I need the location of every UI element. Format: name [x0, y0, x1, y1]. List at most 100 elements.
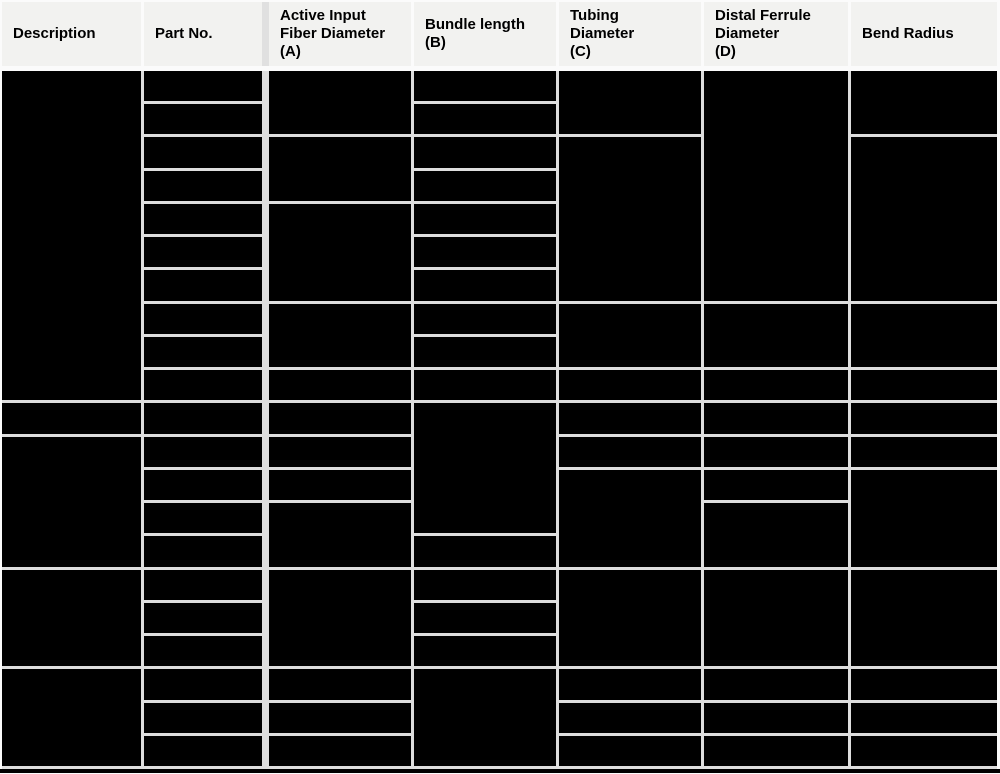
table-cell — [144, 104, 262, 135]
table-cell — [144, 469, 262, 501]
table-cell — [851, 303, 997, 368]
table-cell — [559, 303, 701, 368]
table-cell — [851, 71, 997, 135]
table-cell — [704, 370, 848, 401]
table-cell — [704, 735, 848, 766]
table-cell — [414, 104, 556, 135]
table-cell — [559, 669, 701, 700]
table-cell — [269, 203, 411, 301]
column-header-active-input-fiber-diameter: Active Input Fiber Diameter (A) — [269, 2, 411, 66]
table-cell — [414, 303, 556, 334]
table-cell — [851, 403, 997, 434]
table-cell — [144, 237, 262, 268]
table-cell — [704, 303, 848, 368]
column-header-distal-ferrule-diameter: Distal Ferrule Diameter (D) — [704, 2, 848, 66]
table-cell — [851, 702, 997, 733]
table-cell — [269, 503, 411, 567]
table-cell — [144, 735, 262, 766]
table-cell — [851, 669, 997, 700]
table-cell — [414, 137, 556, 168]
table-cell — [559, 403, 701, 434]
table-cell — [414, 270, 556, 301]
table-cell — [414, 602, 556, 634]
table-cell — [559, 137, 701, 301]
table-cell — [144, 669, 262, 700]
data-table-body — [2, 71, 997, 769]
table-cell — [269, 303, 411, 368]
column-header-part-no: Part No. — [144, 2, 262, 66]
table-cell — [414, 237, 556, 268]
table-bottom-border — [0, 769, 1000, 773]
table-cell — [144, 569, 262, 600]
table-cell — [144, 403, 262, 434]
table-cell — [2, 71, 141, 401]
table-cell — [414, 569, 556, 600]
table-cell — [144, 203, 262, 235]
table-cell — [414, 336, 556, 368]
table-cell — [144, 170, 262, 201]
table-cell — [851, 735, 997, 766]
table-cell — [144, 436, 262, 467]
table-cell — [269, 469, 411, 501]
table-cell — [144, 303, 262, 334]
table-cell — [559, 702, 701, 733]
table-cell — [144, 503, 262, 534]
column-header-bend-radius: Bend Radius — [851, 2, 997, 66]
table-cell — [414, 536, 556, 567]
data-table-header: Description Part No. Active Input Fiber … — [2, 2, 997, 66]
table-cell — [851, 370, 997, 401]
column-divider — [262, 2, 269, 66]
table-cell — [2, 569, 141, 667]
table-cell — [704, 436, 848, 467]
column-header-description: Description — [2, 2, 141, 66]
table-cell — [851, 569, 997, 667]
table-cell — [704, 569, 848, 667]
table-cell — [269, 702, 411, 733]
table-cell — [559, 469, 701, 567]
table-cell — [414, 170, 556, 201]
table-cell — [704, 669, 848, 700]
table-cell — [851, 137, 997, 301]
table-cell — [144, 137, 262, 168]
table-cell — [269, 735, 411, 766]
table-cell — [2, 403, 141, 434]
table-cell — [414, 403, 556, 534]
table-cell — [144, 370, 262, 401]
column-header-tubing-diameter: Tubing Diameter (C) — [559, 2, 701, 66]
table-cell — [704, 503, 848, 567]
table-cell — [414, 203, 556, 235]
table-cell — [269, 137, 411, 201]
table-cell — [269, 669, 411, 700]
table-cell — [144, 71, 262, 102]
table-cell — [851, 469, 997, 567]
table-cell — [559, 436, 701, 467]
table-cell — [144, 702, 262, 733]
table-cell — [144, 602, 262, 634]
table-cell — [559, 735, 701, 766]
table-cell — [414, 71, 556, 102]
table-cell — [414, 636, 556, 667]
table-cell — [414, 669, 556, 766]
table-cell — [144, 636, 262, 667]
table-cell — [559, 569, 701, 667]
table-cell — [559, 71, 701, 135]
table-cell — [269, 436, 411, 467]
table-cell — [144, 270, 262, 301]
table-cell — [851, 436, 997, 467]
table-cell — [704, 71, 848, 301]
table-cell — [269, 370, 411, 401]
table-cell — [2, 669, 141, 766]
table-cell — [144, 336, 262, 368]
table-cell — [269, 569, 411, 667]
table-cell — [269, 403, 411, 434]
table-cell — [269, 71, 411, 135]
table-cell — [144, 536, 262, 567]
table-cell — [704, 469, 848, 501]
table-cell — [2, 436, 141, 567]
table-cell — [704, 702, 848, 733]
table-cell — [559, 370, 701, 401]
table-cell — [704, 403, 848, 434]
column-header-bundle-length: Bundle length (B) — [414, 2, 556, 66]
table-cell — [414, 370, 556, 401]
